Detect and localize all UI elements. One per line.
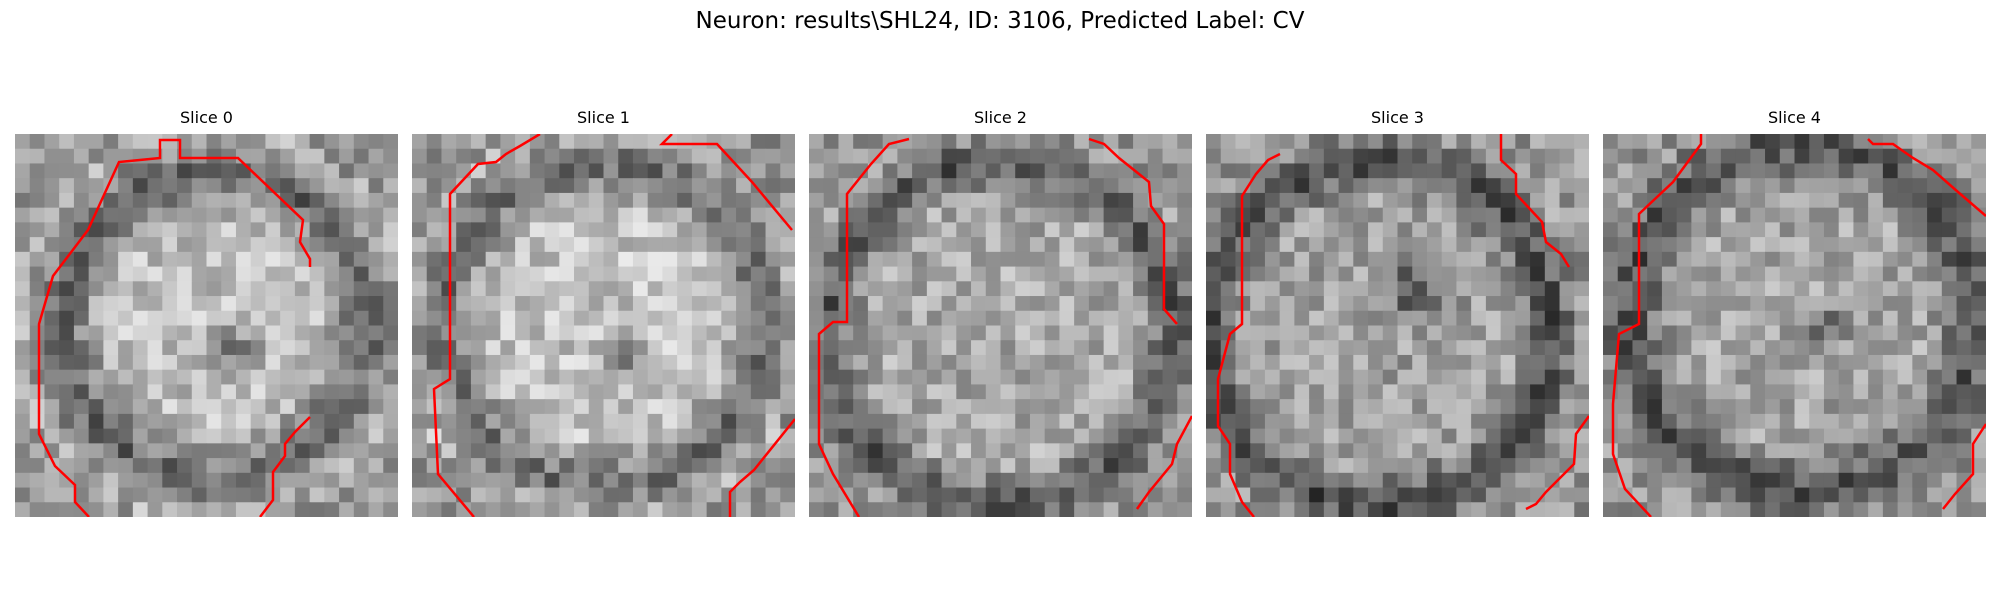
slice-panel-2: Slice 2 (809, 108, 1192, 517)
slice-panel-0: Slice 0 (15, 108, 398, 517)
figure-title: Neuron: results\SHL24, ID: 3106, Predict… (695, 8, 1305, 34)
slice-image (1206, 134, 1589, 517)
slice-title: Slice 1 (577, 108, 630, 127)
slice-panel-1: Slice 1 (412, 108, 795, 517)
slice-image (809, 134, 1192, 517)
slice-title: Slice 4 (1768, 108, 1821, 127)
slice-panel-3: Slice 3 (1206, 108, 1589, 517)
slice-panel-4: Slice 4 (1603, 108, 1986, 517)
slice-title: Slice 0 (180, 108, 233, 127)
slice-title: Slice 3 (1371, 108, 1424, 127)
slice-title: Slice 2 (974, 108, 1027, 127)
slice-image (1603, 134, 1986, 517)
slice-image (15, 134, 398, 517)
slice-image (412, 134, 795, 517)
